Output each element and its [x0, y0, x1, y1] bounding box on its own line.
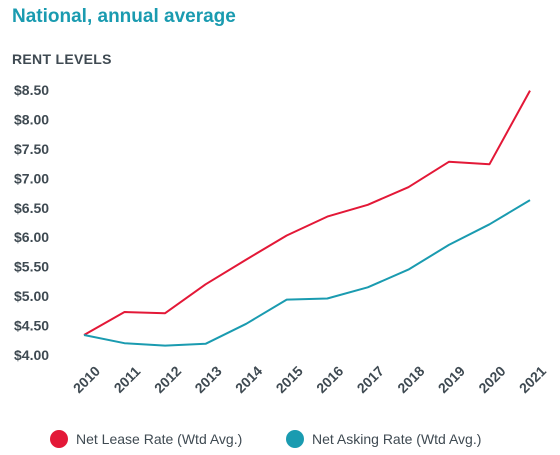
y-tick-label: $8.00 [14, 111, 49, 127]
x-tick-label: 2015 [273, 363, 306, 396]
chart-title: National, annual average [12, 6, 236, 27]
y-tick-label: $6.00 [14, 229, 49, 245]
y-tick-label: $4.50 [14, 318, 49, 334]
series-line-net-asking [83, 199, 531, 347]
y-tick-label: $7.50 [14, 141, 49, 157]
x-tick-label: 2018 [394, 363, 427, 396]
legend-swatch-net-lease [50, 430, 68, 448]
x-tick-label: 2010 [70, 363, 103, 396]
x-tick-label: 2016 [313, 363, 346, 396]
legend-label-net-lease: Net Lease Rate (Wtd Avg.) [76, 431, 243, 447]
x-axis: 2010 2011 2012 2013 2014 2015 2016 2017 2018 2019… [70, 363, 549, 396]
legend-item-net-lease: Net Lease Rate (Wtd Avg.) [50, 430, 242, 448]
x-tick-label: 2019 [435, 363, 468, 396]
series-line-net-lease [83, 90, 531, 336]
y-tick-label: $4.00 [14, 347, 49, 363]
x-tick-label: 2012 [151, 363, 184, 396]
y-tick-label: $8.50 [14, 82, 49, 98]
y-axis: $8.50 $8.00 $7.50 $7.00 $6.50 $6.00 $5.50 $5.00… [14, 82, 49, 363]
series-lines [83, 90, 531, 347]
line-chart: $8.50 $8.00 $7.50 $7.00 $6.50 $6.00 $5.50 $5.00… [14, 82, 549, 396]
x-tick-label: 2014 [232, 363, 265, 396]
legend-item-net-asking: Net Asking Rate (Wtd Avg.) [286, 430, 481, 448]
x-tick-label: 2021 [516, 363, 549, 396]
y-tick-label: $5.50 [14, 259, 49, 275]
legend: Net Lease Rate (Wtd Avg.) Net Asking Rat… [0, 430, 560, 454]
legend-swatch-net-asking [286, 430, 304, 448]
x-tick-label: 2020 [475, 363, 508, 396]
y-tick-label: $5.00 [14, 288, 49, 304]
x-tick-label: 2017 [354, 363, 387, 396]
y-tick-label: $7.00 [14, 170, 49, 186]
x-tick-label: 2013 [191, 363, 224, 396]
legend-label-net-asking: Net Asking Rate (Wtd Avg.) [312, 431, 482, 447]
y-tick-label: $6.50 [14, 200, 49, 216]
x-tick-label: 2011 [111, 363, 144, 396]
chart-subtitle: RENT LEVELS [12, 51, 112, 67]
